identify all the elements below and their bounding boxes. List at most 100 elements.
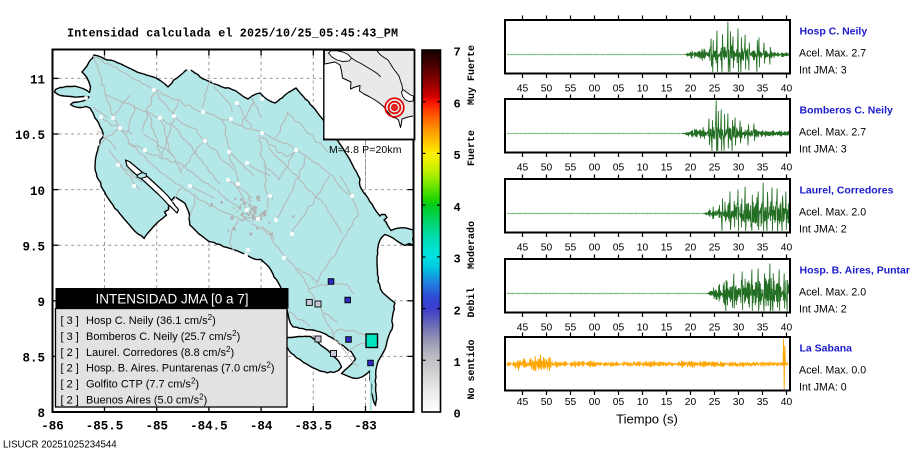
svg-text:2: 2 (454, 304, 461, 318)
svg-text:10: 10 (637, 84, 649, 95)
svg-text:10: 10 (30, 185, 45, 199)
svg-text:20: 20 (685, 323, 697, 334)
svg-text:45: 45 (517, 323, 529, 334)
svg-text:-85: -85 (145, 420, 168, 434)
svg-text:Hosp. B. Aires, Puntarenas: Hosp. B. Aires, Puntarenas (800, 265, 910, 277)
svg-text:00: 00 (589, 397, 601, 408)
svg-text:30: 30 (733, 84, 745, 95)
svg-text:Muy Fuerte: Muy Fuerte (467, 45, 478, 105)
svg-text:Bomberos C. Neily: Bomberos C. Neily (800, 105, 894, 117)
svg-text:55: 55 (565, 243, 577, 254)
svg-text:-83: -83 (354, 420, 377, 434)
svg-text:45: 45 (517, 163, 529, 174)
svg-text:20: 20 (685, 163, 697, 174)
svg-text:00: 00 (589, 243, 601, 254)
svg-text:Intensidad calculada el 2025/1: Intensidad calculada el 2025/10/25_05:45… (67, 27, 398, 41)
svg-text:05: 05 (613, 323, 625, 334)
svg-text:-86: -86 (41, 420, 64, 434)
svg-text:Laurel. Corredores (8.8 cm/s2): Laurel. Corredores (8.8 cm/s2) (86, 345, 234, 359)
svg-text:45: 45 (517, 397, 529, 408)
svg-text:Acel. Max. 2.0: Acel. Max. 2.0 (799, 207, 866, 219)
svg-text:Int JMA: 2: Int JMA: 2 (799, 304, 847, 316)
svg-text:3: 3 (454, 253, 461, 267)
svg-text:-84: -84 (250, 420, 273, 434)
svg-text:Moderado: Moderado (466, 221, 478, 269)
svg-text:Laurel, Corredores: Laurel, Corredores (800, 185, 894, 197)
svg-text:[ 3 ]: [ 3 ] (61, 315, 79, 327)
svg-text:9.5: 9.5 (22, 240, 45, 254)
svg-text:Acel. Max. 0.0: Acel. Max. 0.0 (799, 365, 866, 377)
svg-text:35: 35 (757, 163, 769, 174)
svg-text:Int JMA: 3: Int JMA: 3 (799, 65, 847, 77)
svg-text:Bomberos C. Neily (25.7 cm/s2): Bomberos C. Neily (25.7 cm/s2) (86, 329, 240, 343)
svg-text:15: 15 (661, 243, 673, 254)
svg-text:[ 2 ]: [ 2 ] (61, 379, 79, 391)
svg-text:50: 50 (541, 84, 553, 95)
svg-text:25: 25 (709, 84, 721, 95)
svg-text:35: 35 (757, 243, 769, 254)
svg-text:Buenos Aires (5.0 cm/s2): Buenos Aires (5.0 cm/s2) (86, 393, 207, 407)
svg-text:[ 2 ]: [ 2 ] (61, 395, 79, 407)
svg-text:Hosp. B. Aires. Puntarenas (7.: Hosp. B. Aires. Puntarenas (7.0 cm/s2) (86, 361, 274, 375)
svg-text:15: 15 (661, 323, 673, 334)
svg-text:5: 5 (454, 149, 461, 163)
svg-text:40: 40 (781, 243, 793, 254)
svg-text:40: 40 (781, 163, 793, 174)
svg-text:00: 00 (589, 84, 601, 95)
svg-text:[ 2 ]: [ 2 ] (61, 363, 79, 375)
svg-text:25: 25 (709, 397, 721, 408)
svg-text:[ 2 ]: [ 2 ] (61, 347, 79, 359)
svg-text:55: 55 (565, 323, 577, 334)
svg-text:30: 30 (733, 323, 745, 334)
svg-text:6: 6 (454, 97, 461, 111)
svg-text:Acel. Max. 2.0: Acel. Max. 2.0 (799, 287, 866, 299)
svg-text:30: 30 (733, 397, 745, 408)
svg-text:00: 00 (589, 163, 601, 174)
svg-text:45: 45 (517, 243, 529, 254)
svg-text:Fuerte: Fuerte (467, 130, 478, 166)
svg-text:50: 50 (541, 243, 553, 254)
svg-text:M=4.8 P=20km: M=4.8 P=20km (329, 144, 402, 156)
svg-text:35: 35 (757, 84, 769, 95)
svg-text:10: 10 (637, 323, 649, 334)
svg-text:30: 30 (733, 163, 745, 174)
svg-text:LISUCR 20251025234544: LISUCR 20251025234544 (3, 440, 117, 451)
svg-text:35: 35 (757, 397, 769, 408)
svg-text:05: 05 (613, 243, 625, 254)
svg-text:15: 15 (661, 84, 673, 95)
svg-text:10: 10 (637, 163, 649, 174)
svg-text:Hosp C. Neily (36.1 cm/s2): Hosp C. Neily (36.1 cm/s2) (86, 313, 216, 327)
svg-text:00: 00 (589, 323, 601, 334)
svg-text:9: 9 (37, 296, 45, 310)
svg-text:25: 25 (709, 163, 721, 174)
svg-text:50: 50 (541, 323, 553, 334)
svg-text:50: 50 (541, 397, 553, 408)
svg-text:05: 05 (613, 163, 625, 174)
svg-text:25: 25 (709, 323, 721, 334)
svg-text:INTENSIDAD JMA [0 a 7]: INTENSIDAD JMA [0 a 7] (95, 292, 248, 307)
svg-text:-84.5: -84.5 (190, 420, 228, 434)
svg-text:45: 45 (517, 84, 529, 95)
svg-text:55: 55 (565, 163, 577, 174)
svg-text:20: 20 (685, 84, 697, 95)
svg-text:Acel. Max. 2.7: Acel. Max. 2.7 (799, 127, 866, 139)
svg-text:Hosp C. Neily: Hosp C. Neily (800, 26, 868, 38)
svg-text:15: 15 (661, 397, 673, 408)
svg-text:Tiempo (s): Tiempo (s) (616, 412, 678, 427)
svg-text:55: 55 (565, 397, 577, 408)
svg-text:11: 11 (30, 74, 45, 88)
svg-text:40: 40 (781, 397, 793, 408)
svg-text:La Sabana: La Sabana (800, 343, 853, 355)
svg-text:0: 0 (454, 408, 461, 422)
svg-text:[ 3 ]: [ 3 ] (61, 331, 79, 343)
svg-text:No sentido: No sentido (466, 339, 478, 399)
svg-text:Int JMA: 0: Int JMA: 0 (799, 382, 847, 394)
svg-text:35: 35 (757, 323, 769, 334)
svg-text:20: 20 (685, 243, 697, 254)
svg-text:25: 25 (709, 243, 721, 254)
svg-text:7: 7 (454, 46, 461, 60)
svg-text:10: 10 (637, 243, 649, 254)
svg-text:Acel. Max. 2.7: Acel. Max. 2.7 (799, 48, 866, 60)
svg-text:30: 30 (733, 243, 745, 254)
svg-text:1: 1 (454, 356, 461, 370)
